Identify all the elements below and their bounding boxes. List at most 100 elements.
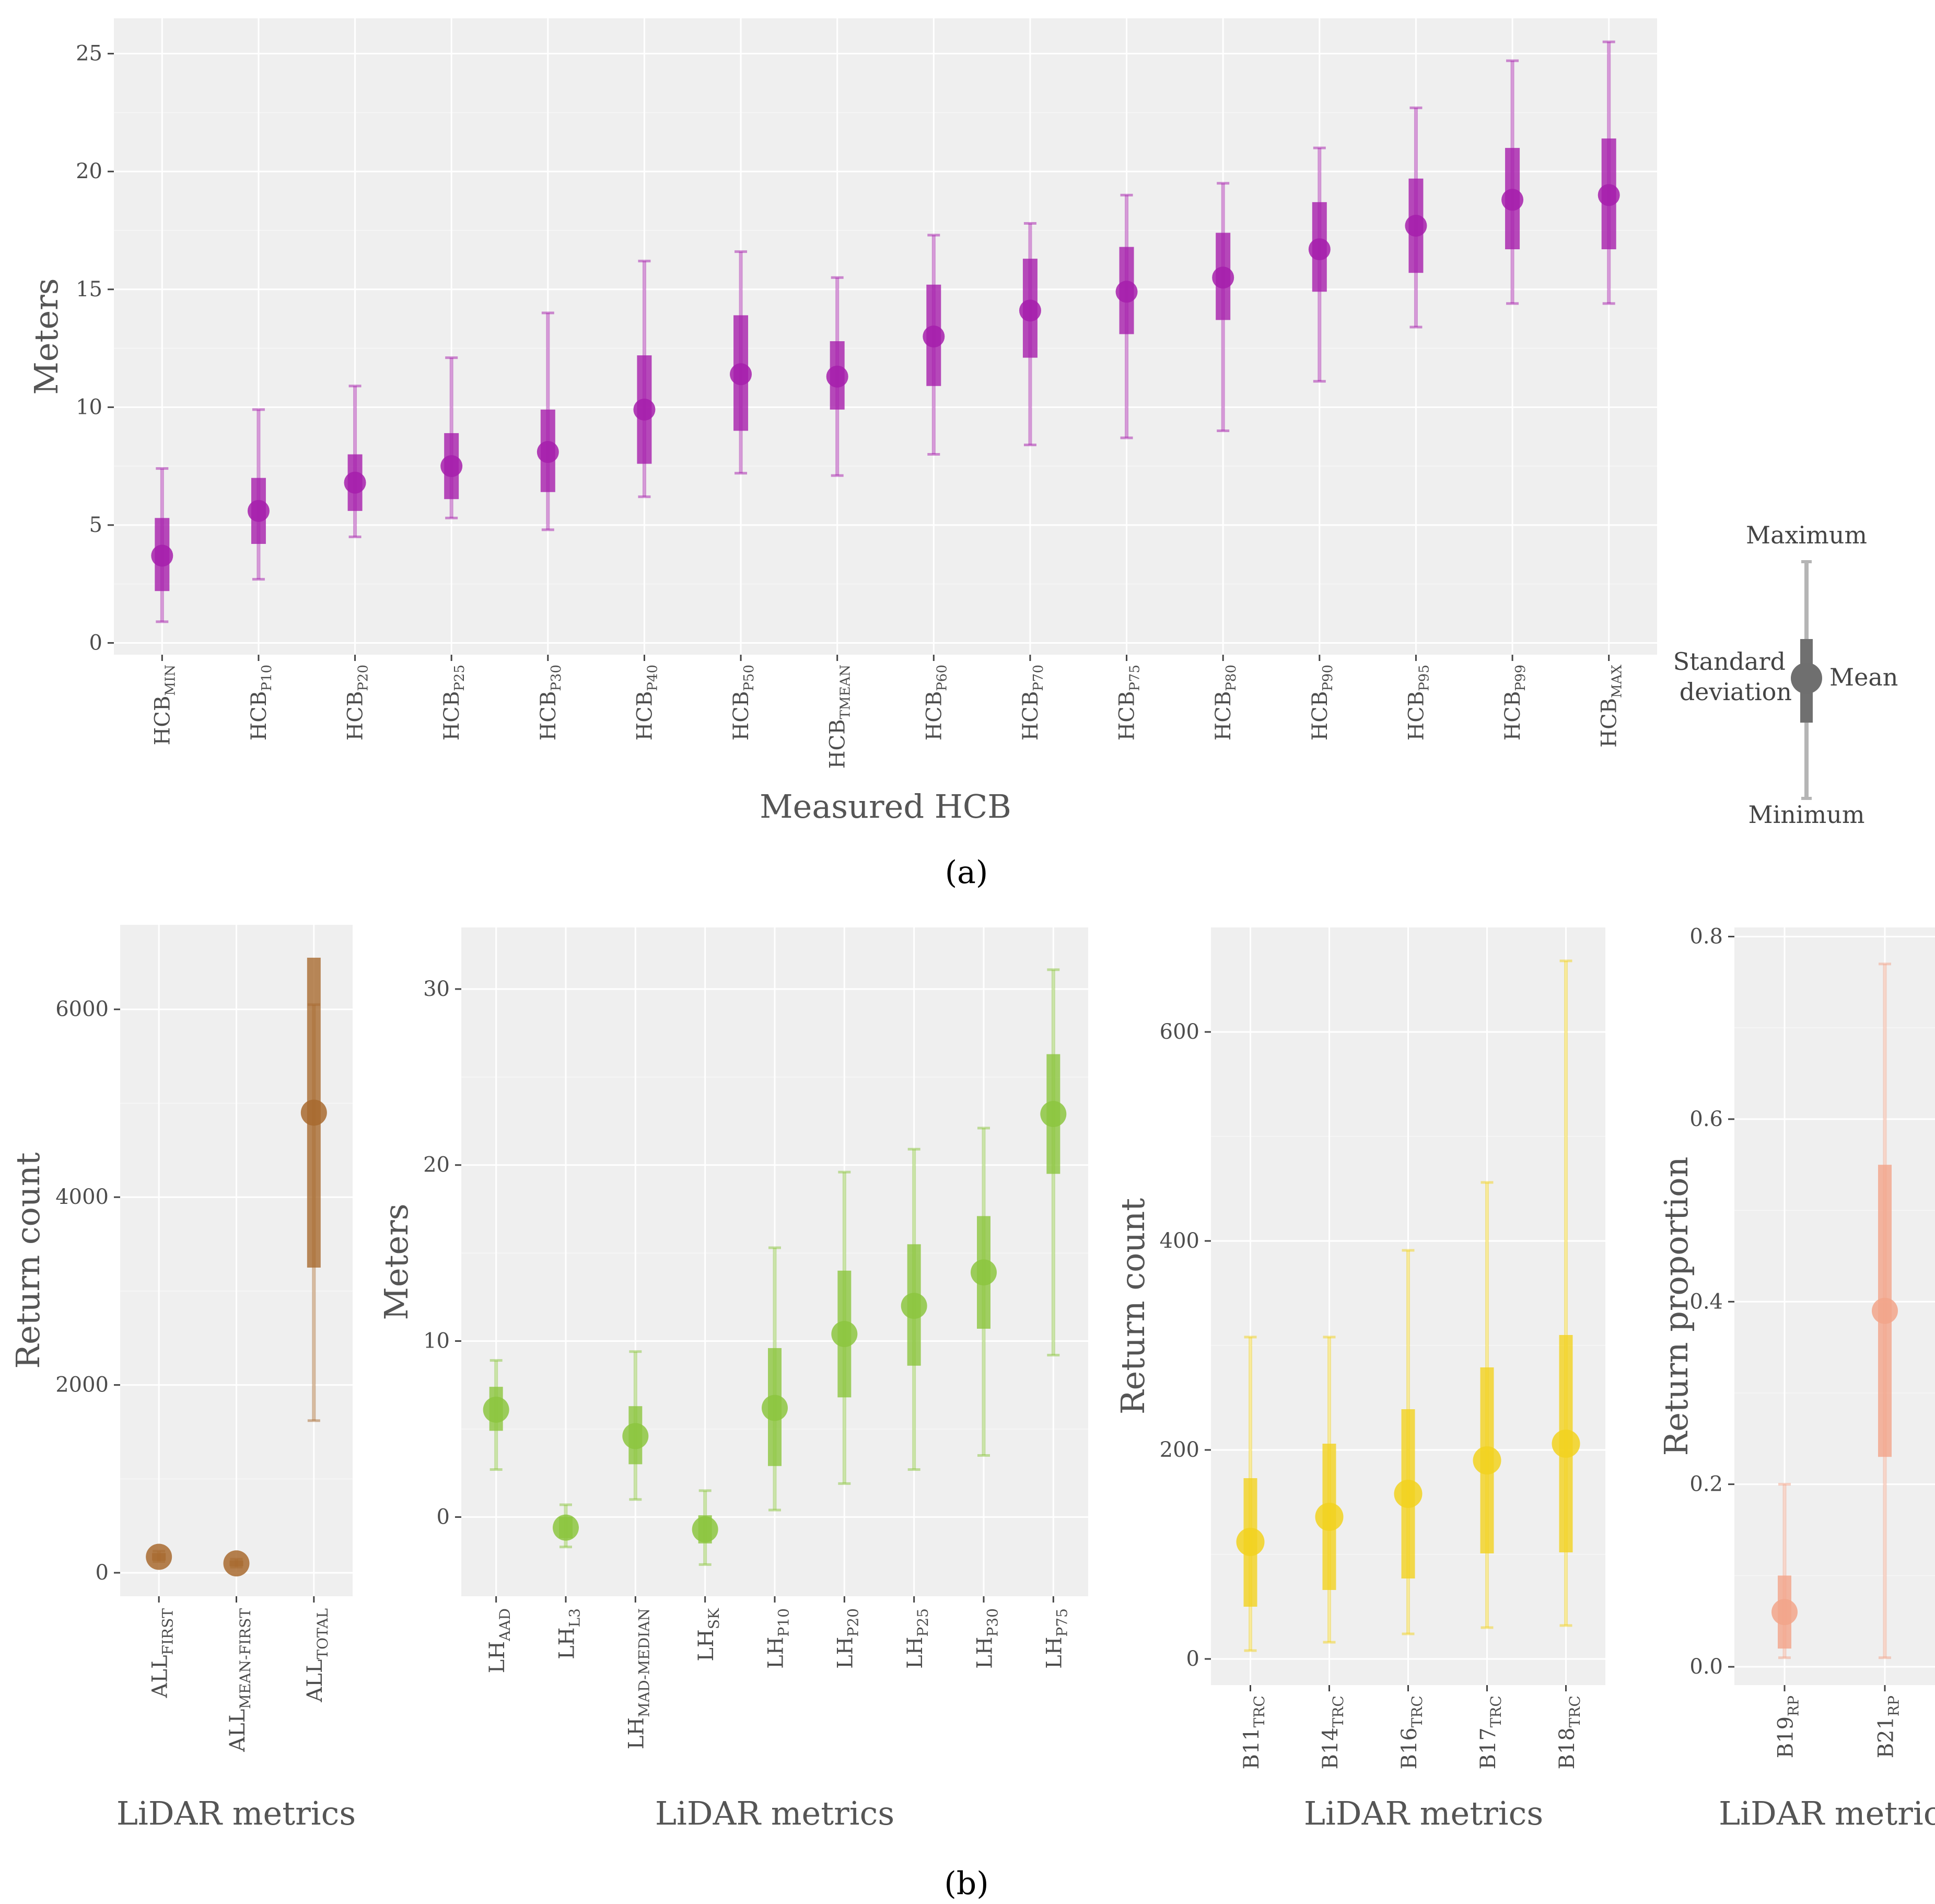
category-subscript: P80 [1223, 665, 1239, 691]
x-category-label: B16TRC [1397, 1696, 1426, 1769]
category-subscript: L3 [566, 1608, 583, 1627]
legend-mean-dot [1791, 663, 1822, 694]
category-subscript: RP [1885, 1696, 1902, 1716]
mean-point [440, 455, 463, 478]
mean-point [1598, 184, 1620, 206]
y-tick-label: 0 [89, 631, 102, 655]
y-tick-label: 20 [76, 159, 102, 183]
y-axis-title: Return proportion [1657, 1157, 1695, 1456]
y-tick-label: 25 [76, 42, 102, 66]
category-subscript: FIRST [159, 1608, 177, 1655]
mean-point [730, 363, 752, 386]
x-category-label: LHP10 [764, 1608, 792, 1669]
x-category-label: HCBP90 [1308, 665, 1336, 740]
category-base: HCB [344, 691, 368, 741]
category-base: LH [903, 1636, 927, 1668]
x-axis-title: LiDAR metrics [116, 1794, 356, 1832]
legend-maximum-label: Maximum [1746, 521, 1867, 549]
category-subscript: TRC [1330, 1696, 1347, 1727]
category-subscript: P10 [259, 665, 275, 691]
category-base: HCB [537, 691, 561, 741]
category-base: HCB [1115, 691, 1139, 741]
mean-point [826, 365, 848, 388]
category-subscript: P50 [741, 665, 757, 691]
x-category-label: HCBP30 [537, 665, 564, 740]
mean-point [901, 1293, 927, 1319]
category-subscript: TRC [1408, 1696, 1426, 1727]
x-category-label: LHP30 [973, 1608, 1001, 1669]
mean-point [1501, 189, 1524, 211]
legend-minimum-label: Minimum [1748, 800, 1864, 829]
x-category-label: HCBP10 [247, 665, 275, 740]
x-category-label: HCBMAX [1598, 665, 1625, 748]
y-tick-label: 4000 [55, 1185, 109, 1209]
y-tick-label: 200 [1160, 1438, 1199, 1462]
category-base: HCB [1211, 691, 1235, 741]
category-subscript: MEAN-FIRST [237, 1608, 254, 1709]
x-category-label: LHAAD [485, 1608, 514, 1673]
category-base: HCB [150, 696, 174, 746]
category-subscript: P75 [1054, 1608, 1071, 1636]
y-tick-label: 0 [437, 1505, 450, 1529]
mean-point [1040, 1101, 1067, 1128]
category-base: B17 [1476, 1727, 1500, 1769]
mean-point [1552, 1430, 1580, 1458]
category-subscript: TRC [1251, 1696, 1268, 1727]
y-tick-label: 15 [76, 277, 102, 301]
mean-point [923, 326, 945, 347]
category-base: LH [555, 1627, 579, 1659]
x-category-label: HCBP95 [1404, 665, 1432, 740]
category-base: LH [764, 1636, 788, 1668]
category-base: ALL [226, 1709, 250, 1752]
category-base: ALL [303, 1659, 327, 1703]
y-tick-label: 2000 [55, 1373, 109, 1397]
y-axis-title: Return count [1114, 1198, 1152, 1414]
mean-point [1405, 214, 1427, 237]
x-category-label: ALLFIRST [148, 1608, 177, 1699]
category-subscript: RP [1785, 1696, 1802, 1716]
x-category-label: B19RP [1774, 1696, 1802, 1758]
panel-a-chart: 0510152025HCBMINHCBP10HCBP20HCBP25HCBP30… [27, 18, 1657, 826]
category-base: ALL [148, 1655, 172, 1698]
y-tick-label: 0.6 [1689, 1107, 1723, 1131]
x-category-label: LHMAD-MEDIAN [625, 1608, 653, 1749]
category-base: LH [973, 1636, 997, 1668]
x-axis-title: LiDAR metrics [655, 1794, 894, 1832]
y-axis-title: Meters [377, 1203, 415, 1320]
category-base: B19 [1774, 1716, 1798, 1758]
x-category-label: HCBP80 [1211, 665, 1239, 740]
y-tick-label: 10 [76, 395, 102, 419]
mean-point [223, 1550, 250, 1577]
x-category-label: HCBP20 [344, 665, 371, 740]
category-subscript: P40 [645, 665, 660, 691]
category-base: HCB [1598, 698, 1622, 748]
mean-point [553, 1514, 579, 1541]
category-subscript: P20 [356, 665, 371, 691]
category-base: HCB [1019, 691, 1043, 741]
y-tick-label: 0.0 [1689, 1655, 1723, 1679]
category-base: B21 [1874, 1716, 1898, 1758]
category-subscript: P60 [934, 665, 950, 691]
category-subscript: P25 [452, 665, 468, 691]
category-base: LH [1043, 1636, 1067, 1668]
category-subscript: P95 [1416, 665, 1432, 691]
mean-point [1212, 266, 1234, 289]
category-subscript: SK [705, 1608, 722, 1629]
category-base: LH [625, 1717, 649, 1749]
x-category-label: HCBMIN [150, 665, 178, 746]
mean-point [622, 1423, 649, 1449]
x-category-label: LHP25 [903, 1608, 931, 1669]
category-subscript: P90 [1320, 665, 1336, 691]
category-base: LH [834, 1636, 858, 1668]
category-base: HCB [922, 691, 946, 741]
legend-sd-label-1: Standard [1673, 647, 1786, 676]
caption-b: (b) [944, 1865, 988, 1902]
mean-point [247, 500, 270, 522]
mean-point [633, 398, 656, 421]
category-subscript: P20 [845, 1608, 862, 1636]
category-base: HCB [826, 719, 850, 769]
y-tick-label: 30 [423, 977, 450, 1001]
y-tick-label: 6000 [55, 997, 109, 1021]
